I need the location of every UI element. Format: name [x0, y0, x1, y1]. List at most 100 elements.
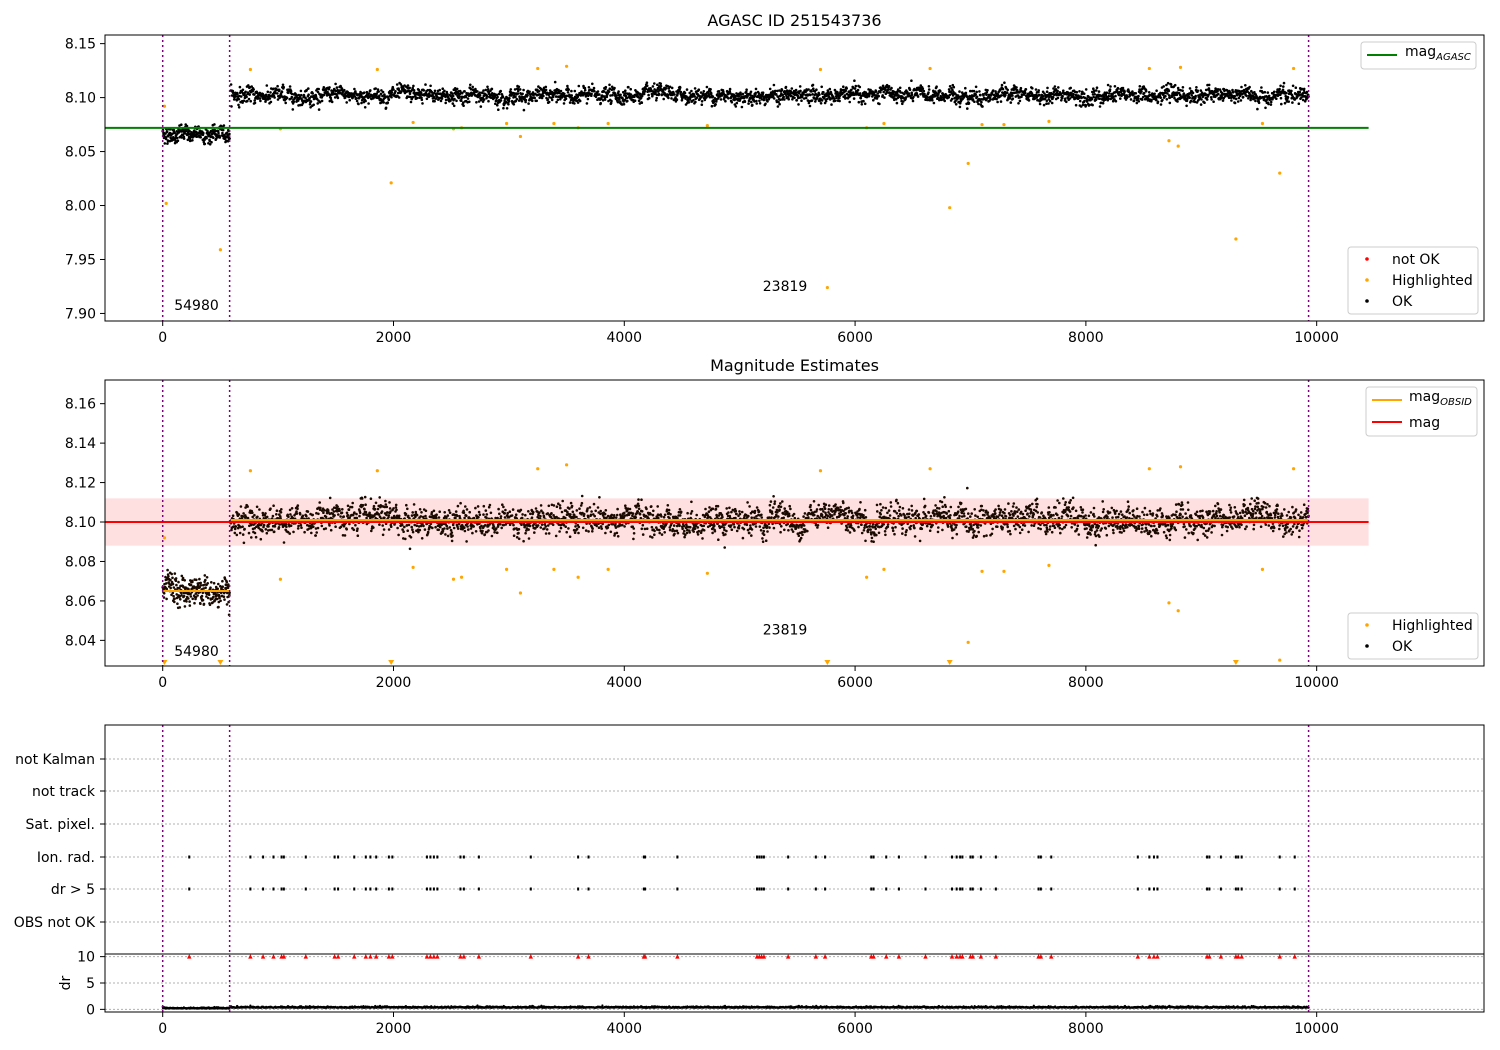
ok-point [598, 93, 601, 96]
ok-point [345, 511, 349, 515]
ok-point [977, 102, 980, 106]
ok-point [931, 99, 934, 102]
ok-point [1072, 92, 1075, 96]
ok-point [1142, 91, 1146, 95]
ok-point [490, 92, 494, 95]
ok-point [1181, 89, 1184, 92]
ok-point [228, 137, 231, 140]
ok-point [438, 88, 442, 92]
ok-point [222, 124, 226, 127]
ok-point [573, 89, 577, 93]
ok-point [212, 136, 215, 139]
ok-point [1260, 86, 1263, 89]
ok-point [1081, 103, 1085, 107]
ok-point [883, 96, 886, 99]
ok-point [521, 92, 524, 96]
ok-point [921, 87, 925, 90]
ok-point [1003, 81, 1006, 84]
ok-point [975, 95, 979, 99]
ok-point [1167, 89, 1171, 93]
ok-point [828, 87, 832, 91]
ok-point [288, 532, 292, 535]
ok-point [497, 507, 500, 511]
ok-point [1275, 97, 1278, 100]
ok-point [407, 514, 410, 518]
ok-point [436, 95, 439, 99]
ok-point [379, 92, 383, 96]
ok-point [772, 97, 776, 100]
ok-point [558, 504, 562, 507]
ok-point [432, 509, 436, 513]
ok-point [479, 105, 483, 108]
ok-point [188, 129, 191, 133]
ok-point [898, 86, 902, 90]
ok-point [1116, 86, 1120, 90]
ok-point [409, 100, 413, 104]
ok-point [430, 91, 434, 94]
ok-point [409, 536, 413, 539]
ok-point [854, 84, 858, 88]
ok-point [385, 513, 388, 517]
ok-point [1305, 90, 1309, 94]
ok-point [567, 88, 570, 91]
ok-point [973, 100, 976, 103]
ok-point [709, 91, 713, 95]
ok-point [802, 97, 806, 100]
ok-point [275, 513, 278, 516]
ok-point [397, 533, 400, 537]
ok-point [514, 513, 518, 516]
ok-point [852, 97, 856, 100]
ok-point [985, 91, 989, 94]
ok-point [265, 84, 269, 87]
ok-point [373, 507, 377, 511]
ok-point [298, 513, 302, 516]
highlighted-point [948, 206, 952, 210]
ok-point [330, 89, 333, 92]
ok-point [446, 534, 450, 538]
ok-point [544, 88, 548, 92]
ok-point [1302, 87, 1306, 91]
ok-point [348, 98, 352, 102]
ok-point [565, 530, 568, 534]
ok-point [490, 87, 494, 91]
ok-point [386, 101, 390, 104]
ok-point [591, 527, 594, 530]
ok-point [881, 94, 884, 97]
ok-point [333, 514, 336, 517]
ok-point [418, 508, 422, 511]
ok-point [230, 105, 233, 108]
ok-point [167, 575, 170, 578]
ok-point [411, 95, 415, 99]
ok-point [625, 96, 629, 100]
ok-point [384, 503, 388, 506]
ok-point [359, 91, 363, 95]
ok-point [1004, 93, 1007, 97]
ok-point [273, 96, 276, 99]
ok-point [584, 529, 588, 532]
ok-point [578, 507, 581, 511]
ok-point [447, 97, 451, 100]
ok-point [337, 513, 340, 516]
ok-point [1018, 99, 1022, 103]
ok-point [1056, 89, 1059, 93]
ok-point [519, 508, 523, 512]
ok-point [478, 513, 482, 516]
ok-point [1164, 94, 1167, 98]
ok-point [334, 82, 337, 86]
highlighted-point [966, 161, 970, 166]
ok-point [372, 504, 376, 508]
ok-point [668, 85, 672, 89]
legend-label-mag-agasc: magAGASC [1405, 44, 1471, 63]
ok-point [243, 527, 246, 531]
ok-point [433, 89, 437, 93]
ok-point [1113, 85, 1117, 88]
ok-point [1038, 102, 1042, 106]
ok-point [276, 92, 279, 95]
ok-point [503, 512, 507, 515]
ok-point [438, 510, 442, 513]
ok-point [616, 96, 619, 100]
ok-point [643, 89, 647, 93]
ok-point [966, 95, 969, 99]
ok-point [464, 95, 468, 99]
ok-point [231, 514, 235, 517]
